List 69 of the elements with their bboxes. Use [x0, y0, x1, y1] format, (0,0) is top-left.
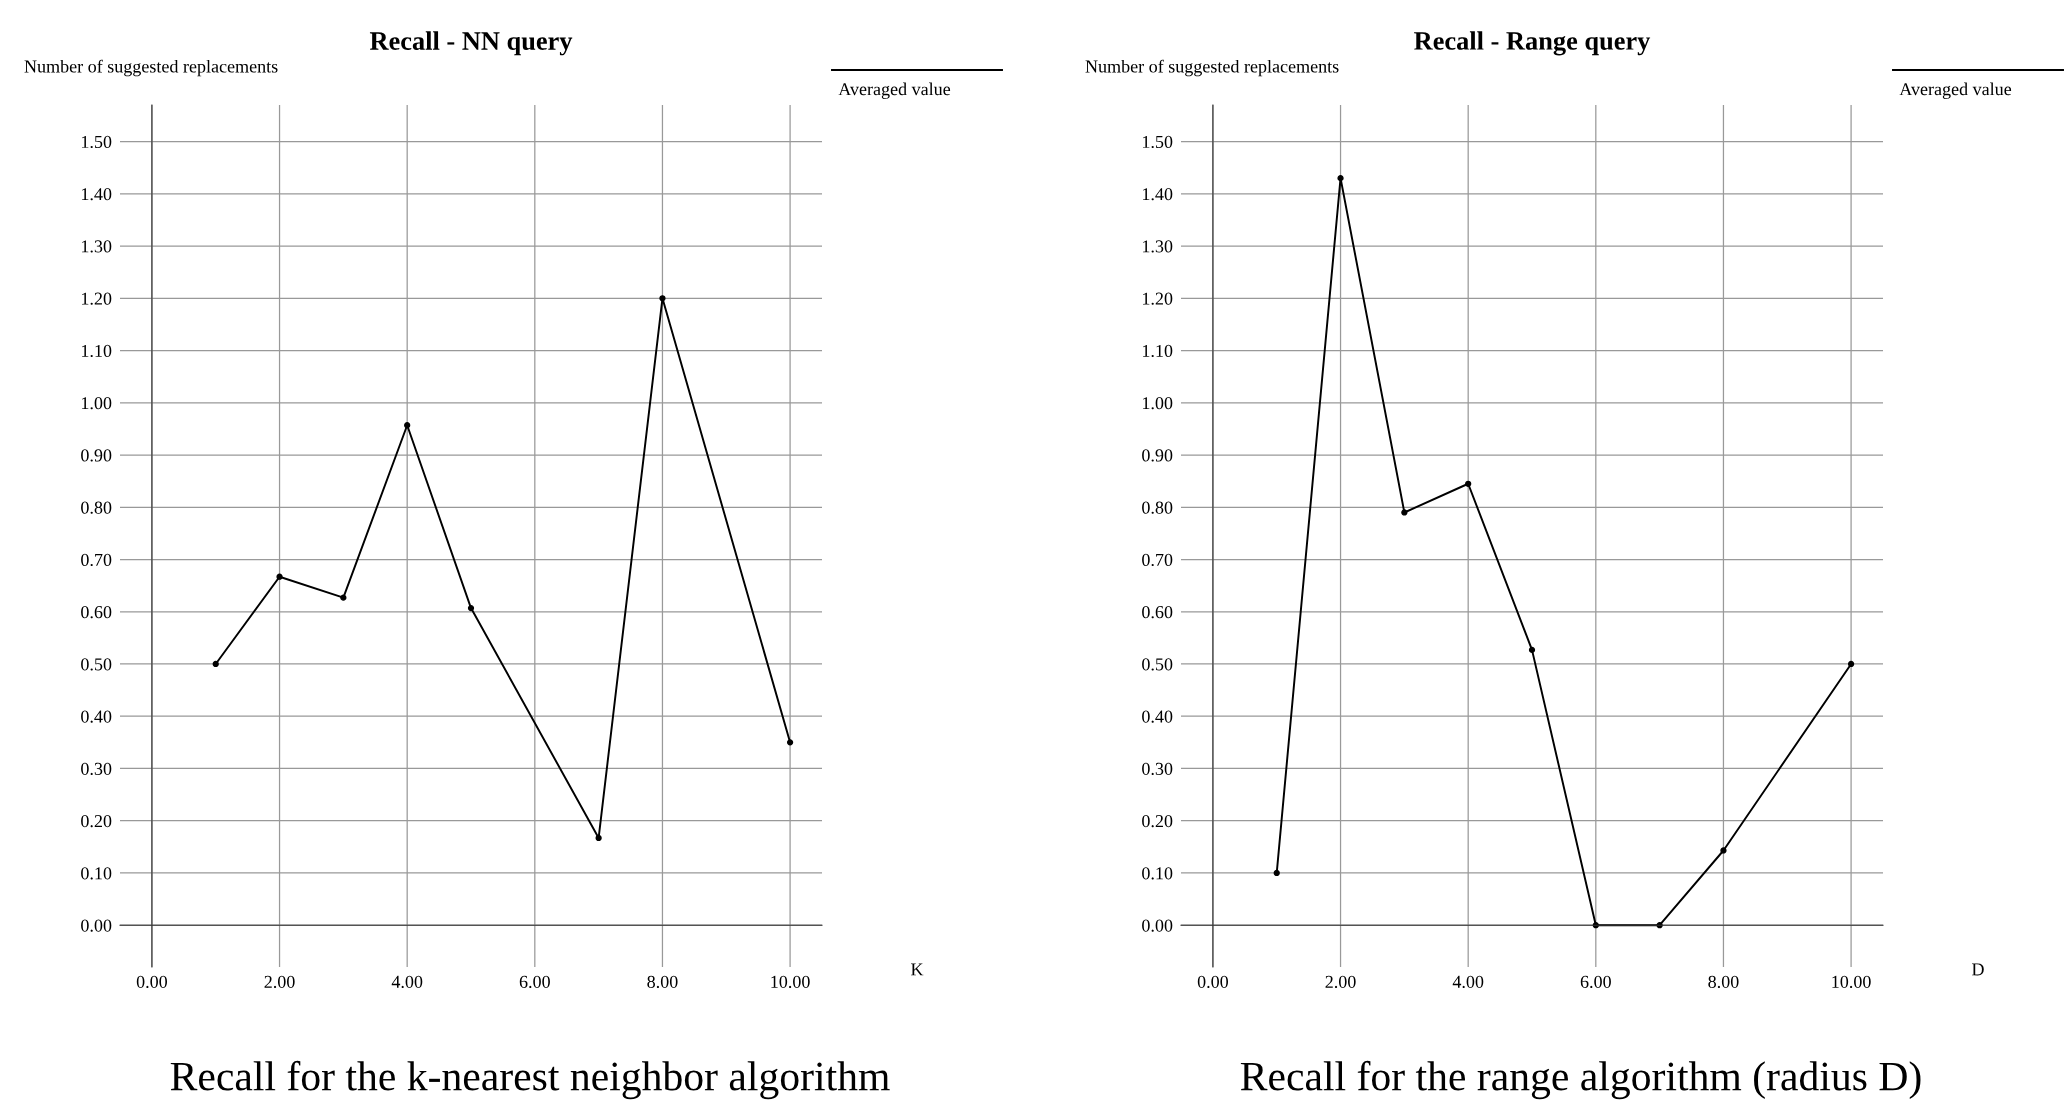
x-tick-label: 8.00: [1708, 975, 1739, 988]
y-tick-label: 1.30: [1142, 240, 1173, 253]
point: [595, 834, 602, 842]
y-tick-label: 0.50: [1142, 658, 1173, 671]
point: [1337, 175, 1344, 182]
point: [1401, 509, 1408, 516]
y-tick-label: 0.50: [81, 658, 112, 671]
chart-title: Recall - NN query: [369, 31, 573, 56]
point: [1273, 869, 1280, 877]
x-tick-label: 8.00: [647, 975, 678, 988]
y-tick-label: 1.50: [81, 135, 112, 149]
point: [276, 573, 283, 580]
y-tick-label: 0.90: [81, 449, 112, 462]
point: [340, 594, 347, 601]
y-tick-label: 1.10: [81, 344, 112, 358]
point: [659, 295, 666, 302]
y-tick-label: 0.70: [1142, 553, 1173, 567]
y-tick-label: 1.20: [1142, 292, 1173, 305]
y-axis-title: Number of suggested replacements: [24, 59, 278, 77]
x-tick-label: 4.00: [1452, 975, 1484, 988]
y-tick-label: 1.30: [81, 240, 112, 253]
y-tick-label: 1.00: [1142, 397, 1173, 410]
x-tick-label: 6.00: [519, 975, 550, 988]
y-tick-label: 0.40: [1142, 710, 1173, 723]
x-tick-label: 4.00: [391, 975, 423, 988]
x-tick-label: 0.00: [136, 975, 168, 988]
y-tick-label: 1.00: [81, 397, 112, 410]
y-tick-label: 0.20: [1142, 814, 1173, 828]
point: [467, 604, 475, 612]
x-axis-title: D: [1972, 963, 1984, 976]
y-tick-label: 1.20: [81, 292, 112, 305]
y-tick-label: 0.10: [81, 867, 112, 880]
chart-title: Recall - Range query: [1414, 31, 1651, 56]
y-tick-label: 1.10: [1142, 344, 1173, 358]
y-tick-label: 0.40: [81, 710, 112, 723]
x-tick-label: 0.00: [1197, 975, 1229, 988]
y-tick-label: 0.80: [1142, 501, 1173, 514]
x-tick-label: 6.00: [1580, 975, 1611, 988]
point: [212, 660, 219, 668]
y-tick-label: 0.90: [1142, 449, 1173, 462]
y-tick-label: 0.30: [1142, 762, 1173, 775]
y-tick-label: 1.40: [81, 188, 112, 201]
y-tick-label: 0.00: [81, 919, 112, 932]
x-tick-label: 2.00: [1325, 975, 1356, 988]
x-tick-label: 10.00: [1832, 975, 1871, 988]
y-tick-label: 0.60: [1142, 606, 1173, 619]
point: [1465, 480, 1472, 487]
y-tick-label: 0.20: [81, 814, 112, 828]
point: [1847, 660, 1855, 668]
y-tick-label: 1.40: [1142, 188, 1173, 201]
text: Averaged value: [838, 82, 951, 99]
point: [404, 422, 411, 429]
text: Averaged value: [1899, 82, 2012, 99]
y-axis-title: Number of suggested replacements: [1085, 59, 1339, 77]
y-tick-label: 0.60: [81, 606, 112, 619]
point: [1528, 646, 1536, 654]
y-tick-label: 0.30: [81, 762, 112, 775]
text: Recall for the k-nearest neighbor algorithm: [170, 1060, 890, 1100]
point: [786, 739, 794, 746]
x-tick-label: 10.00: [771, 975, 810, 988]
x-axis-title: K: [911, 963, 924, 976]
y-tick-label: 1.50: [1142, 135, 1173, 149]
y-tick-label: 0.10: [1142, 867, 1173, 880]
y-tick-label: 0.80: [81, 501, 112, 514]
text: Recall for the range algorithm (radius D): [1240, 1060, 1921, 1100]
point: [1720, 847, 1727, 854]
y-tick-label: 0.00: [1142, 919, 1173, 932]
y-tick-label: 0.70: [81, 553, 112, 567]
x-tick-label: 2.00: [264, 975, 295, 988]
